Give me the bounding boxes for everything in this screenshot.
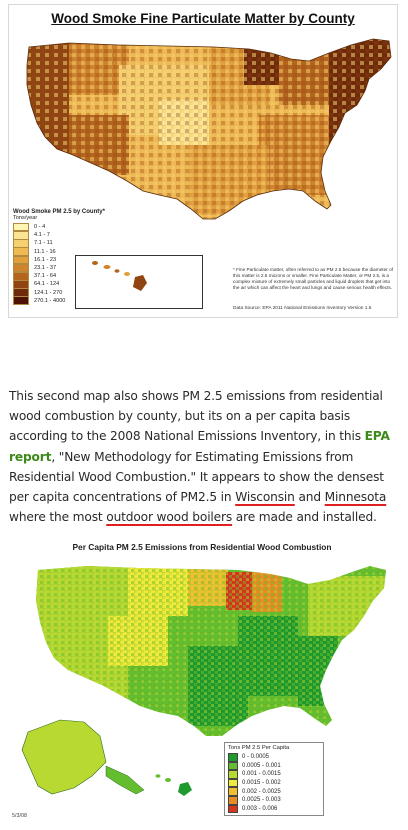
map1-legend-entry: 11.1 - 16 [13,247,123,256]
map1-legend-entry: 0 - 4 [13,222,123,232]
epa-report-link[interactable]: EPA report [9,429,390,464]
map2-hawaii [155,774,192,796]
map1-legend-label: 23.1 - 37 [34,265,57,272]
map2-legend-entry: 0.001 - 0.0015 [228,770,320,779]
map2-legend-label: 0.001 - 0.0015 [242,771,281,778]
paragraph-text-1: This second map also shows PM 2.5 emissi… [9,389,383,444]
map1-legend-swatch [13,296,29,306]
map2-legend-entry: 0.003 - 0.006 [228,804,320,814]
map2-legend-label: 0.0005 - 0.001 [242,762,281,769]
map1-legend-swatch [13,230,29,240]
wisconsin-text: Wisconsin [235,490,295,505]
per-capita-county-map: Per Capita PM 2.5 Emissions from Residen… [8,536,396,830]
map2-legend-title: Tons PM 2.5 Per Capita [228,745,290,751]
map1-legend-label: 64.1 - 124 [34,281,60,288]
map2-legend-swatch [228,804,238,814]
map1-legend-title: Wood Smoke PM 2.5 by County* [13,209,105,215]
map1-legend-label: 124.1 - 270 [34,289,63,296]
map2-date: 5/3/08 [12,813,27,819]
paragraph-text-2: , "New Methodology for Estimating Emissi… [9,449,384,505]
outdoor-wood-boilers-text: outdoor wood boilers [106,510,233,525]
map2-legend-entry: 0.0015 - 0.002 [228,778,320,788]
map2-legend-swatch [228,770,238,779]
map1-legend-swatch [13,255,29,265]
map1-legend-entry: 124.1 - 270 [13,288,123,297]
map1-legend-label: 37.1 - 64 [34,273,57,280]
map2-legend-label: 0.0025 - 0.003 [242,797,281,804]
hawaii-inset-frame [75,255,203,309]
map1-legend-label: 16.1 - 23 [34,256,57,263]
map2-legend: Tons PM 2.5 Per Capita 0 - 0.0005 0.0005 … [224,742,324,817]
map2-legend-entry: 0.002 - 0.0025 [228,787,320,796]
map2-legend-swatch [228,761,238,771]
map2-legend-label: 0.002 - 0.0025 [242,788,281,795]
wood-smoke-county-map: Wood Smoke Fine Particulate Matter by Co… [8,4,398,318]
map1-legend-entry: 64.1 - 124 [13,280,123,289]
map1-legend-entry: 23.1 - 37 [13,263,123,273]
map2-legend-entry: 0.0025 - 0.003 [228,796,320,805]
hawaii-islands [92,261,147,291]
map2-legend-entry: 0.0005 - 0.001 [228,761,320,771]
alaska-panhandle [105,765,145,795]
map1-legend-label: 0 - 4 [34,224,46,231]
map1-legend-label: 270.1 - 4000 [34,297,66,304]
map1-legend-entry: 4.1 - 7 [13,230,123,240]
map2-legend-entry: 0 - 0.0005 [228,753,320,762]
paragraph-text-3: where the most [9,510,107,525]
map1-legend: Wood Smoke PM 2.5 by County* Tons/year 0… [13,209,123,306]
article-paragraph: This second map also shows PM 2.5 emissi… [9,386,405,527]
map1-data-source: Data Source: EPA 2011 National Emissions… [233,306,372,311]
map1-legend-swatch [13,222,29,232]
map2-legend-swatch [228,753,238,762]
map2-legend-swatch [228,796,238,805]
map1-legend-swatch [13,263,29,273]
map2-title: Per Capita PM 2.5 Emissions from Residen… [72,542,332,552]
map1-legend-swatch [13,271,29,281]
map1-legend-label: 4.1 - 7 [34,232,50,239]
map1-legend-entry: 7.1 - 11 [13,239,123,248]
map1-legend-swatch [13,239,29,248]
map2-legend-swatch [228,787,238,796]
paragraph-text-4: are made and installed. [232,510,377,525]
map2-legend-swatch [228,778,238,788]
map1-legend-swatch [13,247,29,256]
map1-legend-units: Tons/year [13,215,38,221]
map1-legend-entry: 37.1 - 64 [13,271,123,281]
paragraph-and: and [294,490,325,505]
map2-legend-label: 0.0015 - 0.002 [242,780,281,787]
map2-legend-label: 0 - 0.0005 [242,754,270,761]
map1-legend-swatch [13,288,29,297]
map2-graphic [21,566,386,796]
map2-legend-label: 0.003 - 0.006 [242,805,278,812]
map1-legend-label: 7.1 - 11 [34,240,53,247]
map1-title: Wood Smoke Fine Particulate Matter by Co… [51,11,355,26]
map1-legend-entry: 270.1 - 4000 [13,296,123,306]
alaska-shape [21,719,107,795]
us-outline [26,38,392,220]
map1-legend-swatch [13,280,29,289]
map1-graphic [26,38,392,291]
map1-legend-label: 11.1 - 16 [34,248,56,255]
minnesota-text: Minnesota [324,490,387,505]
us-county-fill [27,39,391,219]
map1-footnote: * Fine Particulate matter, often referre… [233,267,393,290]
map1-legend-entry: 16.1 - 23 [13,255,123,265]
